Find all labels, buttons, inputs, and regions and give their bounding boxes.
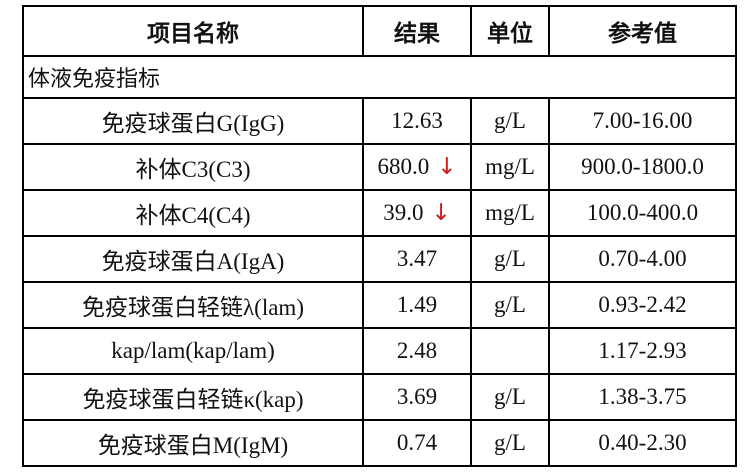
result: 1.49 — [396, 292, 438, 317]
data-row: 免疫球蛋白M(IgM) 0.74 g/L 0.40-2.30 — [22, 419, 737, 467]
result: 3.69 — [396, 384, 438, 409]
unit: mg/L — [485, 154, 535, 179]
result: 0.74 — [396, 430, 438, 455]
lab-table: 项目名称 结果 单位 参考值 体液免疫指标 免疫球蛋白G(IgG) 12.63 g/L 7.… — [22, 5, 737, 467]
item-name: 补体C3(C3) — [22, 143, 364, 191]
result-cell: 0.74 — [362, 419, 472, 467]
unit: g/L — [494, 430, 526, 455]
header-cell: 单位 — [470, 5, 550, 57]
unit-cell: g/L — [470, 235, 550, 283]
unit-cell: g/L — [470, 373, 550, 421]
item-name: 免疫球蛋白M(IgM) — [22, 419, 364, 467]
data-row: 补体C3(C3) 680.0 ↓ mg/L 900.0-1800.0 — [22, 143, 737, 191]
data-row: 免疫球蛋白A(IgA) 3.47 g/L 0.70-4.00 — [22, 235, 737, 283]
item-name: kap/lam(kap/lam) — [22, 327, 364, 375]
unit: g/L — [494, 246, 526, 271]
unit-cell: g/L — [470, 281, 550, 329]
item-name: 免疫球蛋白轻链κ(kap) — [22, 373, 364, 421]
unit-cell: g/L — [470, 419, 550, 467]
item-name: 免疫球蛋白G(IgG) — [22, 97, 364, 145]
low-flag: ↓ — [431, 200, 451, 226]
unit: g/L — [494, 292, 526, 317]
result: 3.47 — [396, 246, 438, 271]
reference-range: 7.00-16.00 — [548, 97, 737, 145]
header-cell: 参考值 — [548, 5, 737, 57]
reference-range: 100.0-400.0 — [548, 189, 737, 237]
unit: mg/L — [485, 200, 535, 225]
data-row: 免疫球蛋白轻链λ(lam) 1.49 g/L 0.93-2.42 — [22, 281, 737, 329]
table-body: 体液免疫指标 免疫球蛋白G(IgG) 12.63 g/L 7.00-16.00 补体C3… — [22, 55, 737, 467]
unit-cell: g/L — [470, 97, 550, 145]
reference-range: 0.93-2.42 — [548, 281, 737, 329]
result: 2.48 — [396, 338, 438, 363]
result-cell: 3.69 — [362, 373, 472, 421]
data-row: 免疫球蛋白轻链κ(kap) 3.69 g/L 1.38-3.75 — [22, 373, 737, 421]
result-cell: 680.0 ↓ — [362, 143, 472, 191]
reference-range: 1.17-2.93 — [548, 327, 737, 375]
result: 680.0 — [377, 154, 430, 179]
item-name: 补体C4(C4) — [22, 189, 364, 237]
reference-range: 0.40-2.30 — [548, 419, 737, 467]
data-row: kap/lam(kap/lam) 2.48 1.17-2.93 — [22, 327, 737, 375]
item-name: 免疫球蛋白A(IgA) — [22, 235, 364, 283]
result: 12.63 — [391, 108, 443, 133]
result-cell: 1.49 — [362, 281, 472, 329]
item-name: 免疫球蛋白轻链λ(lam) — [22, 281, 364, 329]
section-row: 体液免疫指标 — [22, 55, 737, 99]
header-cell: 项目名称 — [22, 5, 364, 57]
unit: g/L — [494, 108, 526, 133]
low-flag: ↓ — [437, 154, 457, 180]
reference-range: 0.70-4.00 — [548, 235, 737, 283]
data-row: 补体C4(C4) 39.0 ↓ mg/L 100.0-400.0 — [22, 189, 737, 237]
result-cell: 12.63 — [362, 97, 472, 145]
unit-cell — [470, 327, 550, 375]
result-cell: 3.47 — [362, 235, 472, 283]
section-title: 体液免疫指标 — [22, 55, 737, 99]
result-cell: 2.48 — [362, 327, 472, 375]
reference-range: 1.38-3.75 — [548, 373, 737, 421]
result-cell: 39.0 ↓ — [362, 189, 472, 237]
unit-cell: mg/L — [470, 189, 550, 237]
result: 39.0 — [383, 200, 424, 225]
reference-range: 900.0-1800.0 — [548, 143, 737, 191]
unit: g/L — [494, 384, 526, 409]
header-row: 项目名称 结果 单位 参考值 — [22, 5, 737, 57]
data-row: 免疫球蛋白G(IgG) 12.63 g/L 7.00-16.00 — [22, 97, 737, 145]
unit-cell: mg/L — [470, 143, 550, 191]
header-cell: 结果 — [362, 5, 472, 57]
